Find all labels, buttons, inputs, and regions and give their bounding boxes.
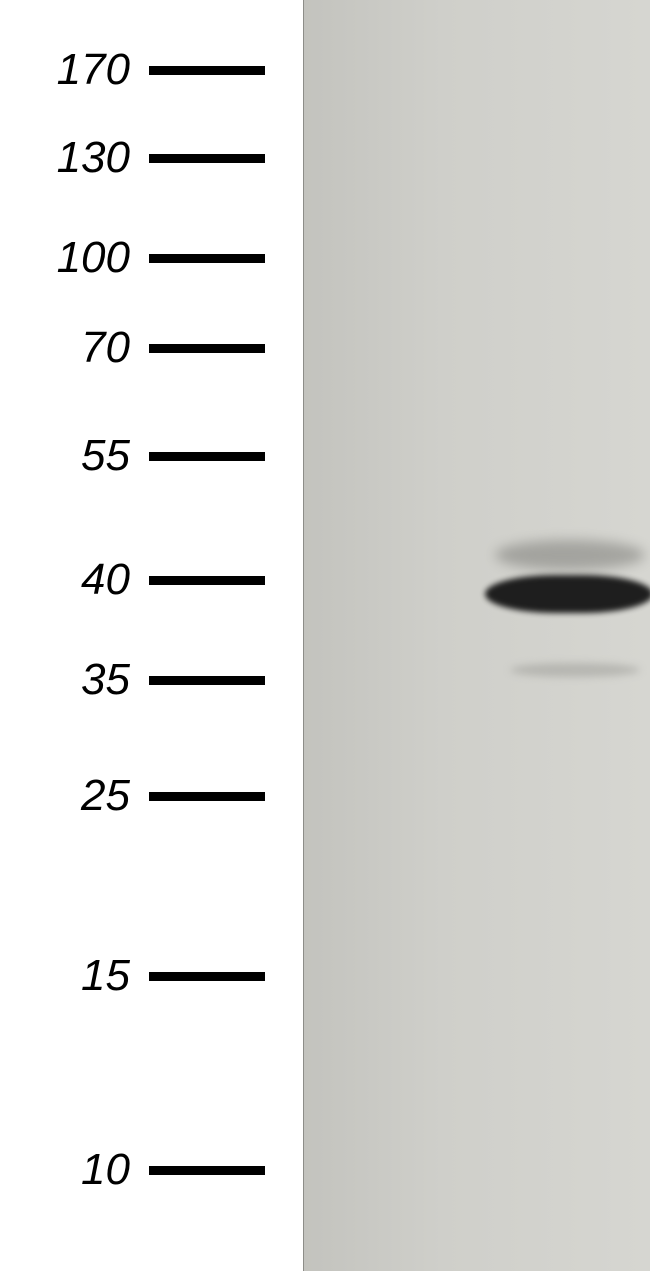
mw-label-100: 100 [10, 236, 130, 280]
mw-tick-10 [149, 1166, 265, 1175]
mw-tick-55 [149, 452, 265, 461]
mw-label-15: 15 [10, 954, 130, 998]
mw-label-170: 170 [10, 48, 130, 92]
main-band-40kda [485, 575, 650, 613]
faint-band-35kda [510, 663, 640, 677]
western-blot-figure: 170 130 100 70 55 40 35 25 15 10 [0, 0, 650, 1271]
mw-label-25: 25 [10, 774, 130, 818]
mw-label-70: 70 [10, 326, 130, 370]
mw-tick-170 [149, 66, 265, 75]
mw-tick-100 [149, 254, 265, 263]
mw-tick-15 [149, 972, 265, 981]
blot-membrane [303, 0, 650, 1271]
mw-tick-35 [149, 676, 265, 685]
mw-tick-70 [149, 344, 265, 353]
mw-label-40: 40 [10, 558, 130, 602]
mw-tick-130 [149, 154, 265, 163]
mw-label-130: 130 [10, 136, 130, 180]
mw-label-55: 55 [10, 434, 130, 478]
smear-above-main [495, 540, 645, 570]
mw-tick-25 [149, 792, 265, 801]
mw-tick-40 [149, 576, 265, 585]
mw-label-10: 10 [10, 1148, 130, 1192]
mw-label-35: 35 [10, 658, 130, 702]
